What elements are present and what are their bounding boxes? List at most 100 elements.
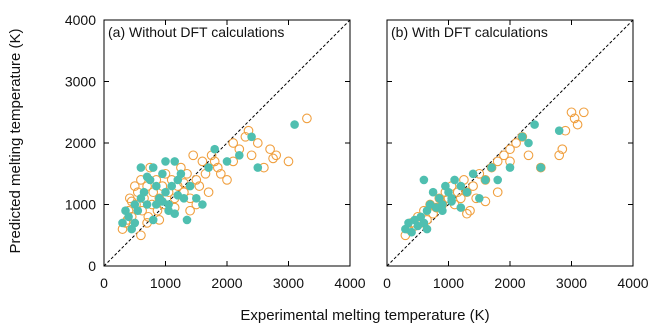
filled-point bbox=[136, 163, 146, 172]
filled-point bbox=[422, 224, 432, 234]
open-point bbox=[212, 162, 223, 173]
open-point bbox=[228, 138, 239, 148]
plot-frame bbox=[386, 19, 634, 267]
open-point bbox=[554, 150, 565, 161]
open-point bbox=[185, 205, 195, 216]
filled-point bbox=[130, 218, 140, 228]
open-point bbox=[462, 208, 472, 219]
filled-point bbox=[142, 172, 152, 182]
filled-point bbox=[524, 138, 533, 148]
open-point bbox=[557, 144, 568, 155]
x-tick-label: 4000 bbox=[617, 275, 648, 291]
plot-frame bbox=[103, 19, 351, 267]
filled-point bbox=[148, 215, 158, 225]
open-point bbox=[197, 156, 208, 167]
y-tick-label: 3000 bbox=[65, 74, 96, 90]
open-point bbox=[209, 156, 220, 167]
open-point bbox=[492, 156, 503, 167]
filled-point bbox=[161, 157, 170, 166]
filled-point bbox=[167, 181, 176, 191]
y-tick-label: 1000 bbox=[65, 197, 96, 213]
open-point bbox=[511, 138, 521, 148]
x-tick-label: 1000 bbox=[433, 275, 464, 291]
panel-b: 0 1000 2000 3000 4000 (b) With DFT calculatio… bbox=[383, 19, 649, 291]
filled-point bbox=[173, 191, 183, 200]
open-point bbox=[129, 181, 140, 191]
filled-point bbox=[487, 163, 496, 172]
filled-point bbox=[152, 181, 161, 191]
filled-point bbox=[481, 175, 490, 185]
open-point bbox=[499, 150, 509, 161]
open-point bbox=[271, 150, 282, 161]
filled-point bbox=[428, 187, 438, 197]
x-tick-label: 0 bbox=[383, 275, 391, 291]
filled-point bbox=[210, 144, 219, 154]
y-tick-label: 0 bbox=[88, 258, 96, 274]
filled-point bbox=[142, 200, 152, 209]
x-tick-label: 2000 bbox=[494, 275, 525, 291]
x-tick-label: 1000 bbox=[150, 275, 181, 291]
y-tick-label: 4000 bbox=[65, 12, 96, 28]
y-axis-title: Predicted melting temperature (K) bbox=[7, 28, 24, 253]
filled-point bbox=[235, 151, 244, 160]
filled-point bbox=[419, 175, 429, 185]
filled-point bbox=[247, 132, 256, 142]
filled-point bbox=[456, 203, 466, 212]
open-point bbox=[194, 181, 205, 191]
filled-point bbox=[176, 169, 186, 179]
x-tick-label: 2000 bbox=[211, 275, 242, 291]
filled-point bbox=[161, 187, 170, 197]
open-point bbox=[203, 187, 214, 198]
open-point bbox=[578, 107, 589, 118]
filled-point bbox=[475, 194, 484, 203]
filled-point bbox=[493, 175, 503, 185]
filled-point bbox=[170, 209, 179, 218]
filled-point bbox=[192, 194, 201, 203]
filled-point bbox=[505, 163, 515, 172]
open-point bbox=[455, 193, 466, 204]
filled-point bbox=[253, 163, 263, 172]
filled-point bbox=[530, 120, 539, 129]
open-point bbox=[246, 150, 257, 161]
open-point bbox=[222, 175, 232, 185]
filled-point bbox=[118, 218, 127, 228]
filled-point bbox=[158, 169, 167, 179]
filled-point bbox=[456, 181, 466, 191]
filled-point bbox=[182, 215, 192, 225]
filled-point bbox=[447, 197, 456, 206]
open-point bbox=[188, 150, 199, 161]
x-tick-label: 3000 bbox=[556, 275, 587, 291]
filled-point bbox=[450, 175, 459, 185]
open-point bbox=[268, 153, 278, 164]
filled-point bbox=[139, 187, 149, 197]
open-point bbox=[124, 193, 135, 204]
filled-point bbox=[554, 126, 564, 135]
open-point bbox=[523, 150, 534, 161]
filled-point bbox=[222, 157, 232, 166]
panel-a: 0 1000 2000 3000 4000 0 1000 2000 3000 4000 (a) Wi… bbox=[65, 12, 366, 291]
open-point bbox=[492, 187, 503, 198]
open-point bbox=[191, 175, 202, 185]
filled-point bbox=[462, 187, 472, 197]
filled-point bbox=[185, 181, 195, 191]
open-point bbox=[465, 205, 475, 216]
panel-title: (a) Without DFT calculations bbox=[108, 24, 284, 40]
filled-point bbox=[148, 163, 158, 172]
open-point bbox=[252, 138, 263, 148]
filled-point bbox=[290, 120, 299, 129]
x-axis-title: Experimental melting temperature (K) bbox=[240, 307, 489, 324]
open-point bbox=[566, 107, 577, 118]
filled-point bbox=[438, 206, 447, 215]
open-point bbox=[265, 144, 275, 155]
open-point bbox=[505, 144, 515, 155]
open-point bbox=[136, 230, 146, 241]
open-point bbox=[302, 113, 312, 124]
x-tick-label: 4000 bbox=[334, 275, 365, 291]
x-tick-label: 3000 bbox=[273, 275, 304, 291]
open-point bbox=[468, 181, 478, 191]
filled-point bbox=[536, 163, 546, 172]
diagonal-line bbox=[103, 19, 351, 267]
open-point bbox=[572, 119, 583, 130]
filled-point bbox=[133, 206, 143, 215]
